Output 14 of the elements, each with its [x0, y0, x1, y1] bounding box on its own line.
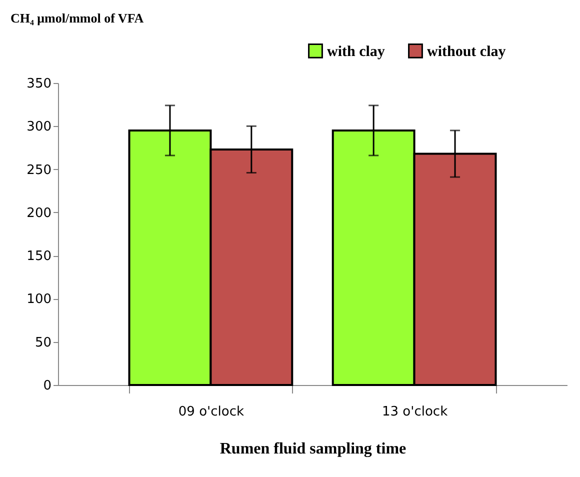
legend-label: without clay	[427, 44, 506, 60]
y-axis-title: CH₄ μmol/mmol of VFA	[10, 10, 144, 26]
y-tick-label: 100	[26, 292, 52, 308]
x-axis-title: Rumen fluid sampling time	[220, 440, 406, 458]
legend-label: with clay	[327, 44, 386, 60]
y-tick-label: 250	[26, 162, 52, 178]
x-tick-label: 13 o'clock	[382, 404, 448, 420]
y-tick-label: 150	[26, 249, 52, 264]
y-tick-label: 200	[26, 206, 52, 221]
x-tick-label: 09 o'clock	[178, 404, 244, 420]
y-tick-label: 50	[34, 335, 52, 350]
y-tick-label: 300	[26, 120, 52, 135]
y-tick-label: 350	[26, 76, 52, 92]
y-tick-label: 0	[43, 378, 52, 394]
